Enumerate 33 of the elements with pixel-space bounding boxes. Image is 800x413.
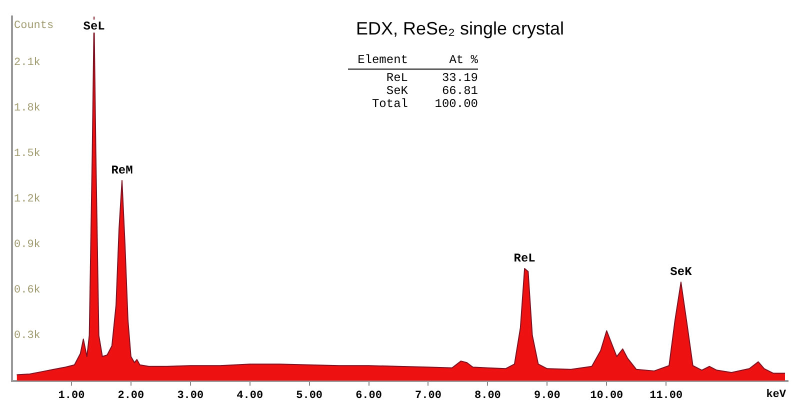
annotation: SeK xyxy=(386,84,409,98)
annotation: ReM xyxy=(111,164,133,178)
x-tick-label: 11.00 xyxy=(650,390,683,402)
x-tick-label: 6.00 xyxy=(356,390,382,402)
annotation: ReL xyxy=(386,70,408,85)
x-tick-label: 1.00 xyxy=(58,390,85,402)
annotation: Total xyxy=(372,96,408,111)
y-tick-label: 0.9k xyxy=(14,239,41,252)
annotation: SeK xyxy=(670,265,693,280)
annotation: 33.19 xyxy=(442,70,478,85)
x-tick-label: 8.00 xyxy=(474,390,501,402)
annotation: 100.00 xyxy=(434,96,478,111)
x-tick-label: 5.00 xyxy=(296,390,323,402)
y-tick-label: 1.5k xyxy=(14,148,41,160)
annotation: ReL xyxy=(514,252,536,266)
y-tick-label: 0.6k xyxy=(14,284,41,297)
x-tick-label: 3.00 xyxy=(177,390,204,402)
y-tick-label: 1.2k xyxy=(14,194,41,206)
annotation: SeL xyxy=(83,20,105,34)
y-axis-title: Counts xyxy=(14,20,54,32)
y-tick-label: 0.3k xyxy=(14,330,41,342)
chart-title: EDX, ReSe₂ single crystal xyxy=(356,18,564,39)
annotation: 66.81 xyxy=(442,84,478,98)
x-tick-label: 10.00 xyxy=(590,390,624,402)
x-tick-label: 4.00 xyxy=(236,390,264,402)
annotation: Element xyxy=(358,52,408,67)
x-axis-title: keV xyxy=(766,389,786,402)
y-tick-label: 1.8k xyxy=(14,102,41,115)
y-tick-label: 2.1k xyxy=(14,57,41,70)
x-tick-label: 2.00 xyxy=(118,390,144,402)
x-tick-label: 9.00 xyxy=(534,390,560,402)
x-tick-label: 7.00 xyxy=(415,390,442,402)
annotation: At % xyxy=(449,52,479,67)
